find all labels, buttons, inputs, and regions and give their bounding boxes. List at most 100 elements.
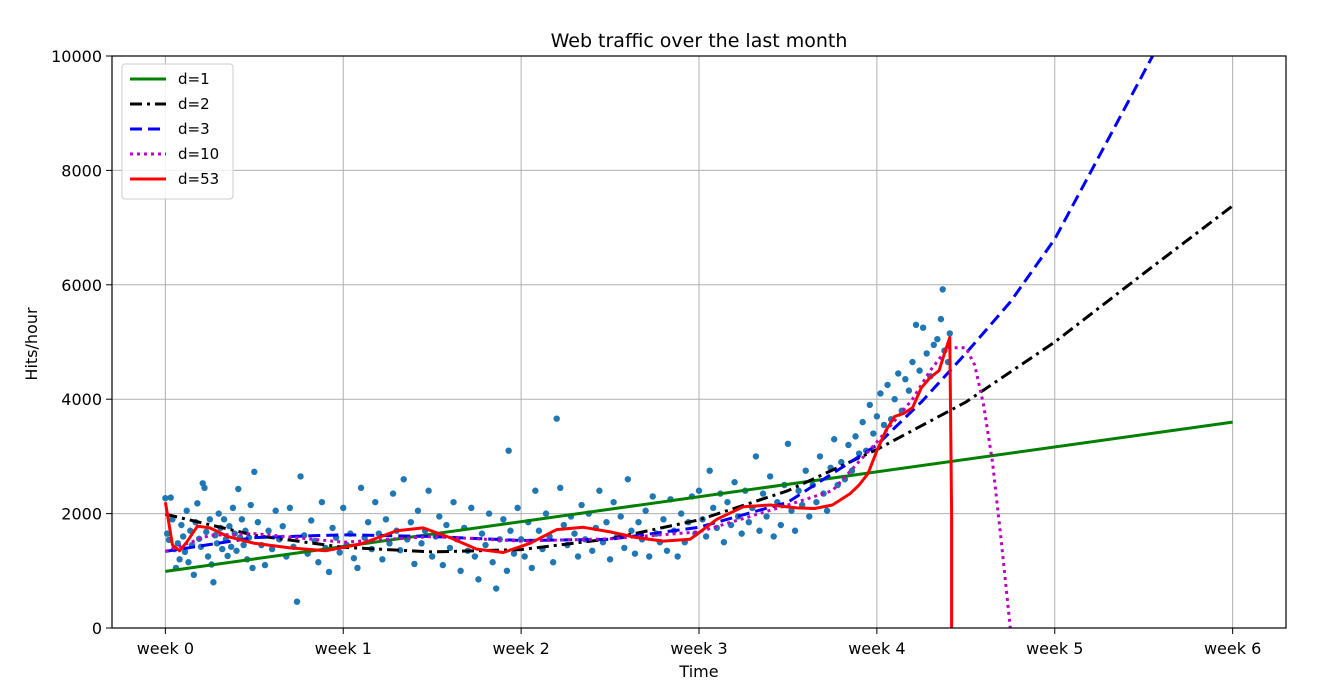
- x-axis: week 0 week 1 week 2 week 3 week 4 week 5 week…: [137, 628, 1261, 658]
- scatter-points: [162, 286, 954, 605]
- data-point: [542, 510, 550, 517]
- data-point: [407, 518, 415, 526]
- grid: [112, 55, 1286, 629]
- data-point: [724, 498, 731, 506]
- data-point: [318, 498, 326, 506]
- data-point: [521, 553, 528, 560]
- data-point: [788, 507, 795, 514]
- data-point: [471, 553, 479, 560]
- x-tick-label: week 2: [492, 639, 549, 658]
- data-point: [482, 541, 489, 549]
- data-point: [845, 441, 852, 449]
- x-tick-label: week 0: [137, 639, 194, 658]
- data-point: [254, 518, 262, 526]
- data-point: [176, 556, 183, 563]
- data-point: [308, 517, 315, 524]
- data-point: [203, 528, 210, 536]
- data-point: [852, 433, 859, 440]
- data-point: [475, 576, 482, 583]
- data-point: [297, 473, 304, 480]
- data-point: [695, 487, 703, 494]
- data-point: [884, 381, 891, 389]
- data-point: [340, 504, 347, 512]
- data-point: [738, 530, 745, 537]
- data-point: [589, 547, 596, 554]
- data-point: [206, 516, 214, 523]
- data-point: [247, 501, 254, 509]
- data-point: [702, 533, 710, 540]
- data-point: [450, 498, 457, 506]
- legend: d=1 d=2 d=3 d=10 d=53: [121, 63, 234, 200]
- data-point: [912, 321, 920, 329]
- data-point: [830, 436, 838, 443]
- data-point: [553, 415, 560, 422]
- data-point: [233, 547, 240, 554]
- data-point: [446, 544, 454, 552]
- y-tick-label: 6000: [61, 276, 102, 295]
- data-point: [227, 543, 235, 550]
- data-point: [224, 552, 231, 560]
- data-point: [905, 387, 913, 394]
- series-line-d=10: [164, 346, 1012, 628]
- data-point: [436, 513, 443, 520]
- data-point: [916, 367, 923, 374]
- data-point: [354, 564, 361, 572]
- data-point: [194, 500, 201, 507]
- data-point: [784, 440, 792, 448]
- data-point: [389, 490, 397, 497]
- data-point: [919, 324, 927, 331]
- data-point: [621, 544, 628, 552]
- data-point: [578, 501, 585, 509]
- data-point: [286, 504, 294, 512]
- y-axis: 0 2000 4000 6000 8000 10000: [51, 47, 112, 638]
- data-point: [813, 498, 820, 506]
- data-point: [560, 521, 568, 529]
- data-point: [201, 484, 208, 492]
- data-point: [235, 485, 242, 493]
- data-point: [181, 548, 189, 556]
- data-point: [806, 513, 813, 520]
- legend-label: d=2: [178, 95, 210, 113]
- data-point: [617, 513, 624, 520]
- data-point: [909, 358, 916, 366]
- data-point: [229, 504, 237, 512]
- data-point: [535, 527, 543, 534]
- data-point: [325, 568, 333, 576]
- data-point: [493, 585, 500, 592]
- data-point: [510, 550, 518, 557]
- data-point: [457, 567, 464, 574]
- y-tick-label: 2000: [61, 505, 102, 524]
- data-point: [624, 476, 632, 483]
- data-point: [745, 518, 753, 526]
- data-point: [891, 396, 898, 403]
- data-point: [645, 553, 653, 560]
- x-tick-label: week 6: [1204, 639, 1261, 658]
- data-point: [507, 527, 514, 534]
- data-point: [606, 556, 614, 563]
- data-point: [439, 561, 447, 569]
- data-point: [791, 527, 799, 534]
- data-point: [877, 390, 884, 397]
- data-point: [574, 553, 582, 560]
- data-point: [268, 545, 276, 553]
- data-point: [710, 504, 717, 512]
- data-point: [183, 507, 190, 514]
- data-point: [610, 498, 617, 506]
- chart-title: Web traffic over the last month: [551, 30, 848, 52]
- data-point: [571, 530, 578, 537]
- data-point: [468, 504, 475, 512]
- data-point: [596, 487, 603, 494]
- data-point: [895, 370, 902, 377]
- data-point: [866, 401, 873, 409]
- x-tick-label: week 5: [1026, 639, 1083, 658]
- data-point: [557, 484, 564, 492]
- data-point: [763, 513, 770, 520]
- data-point: [425, 487, 432, 494]
- data-point: [603, 518, 610, 526]
- data-point: [816, 453, 824, 460]
- data-point: [261, 561, 269, 569]
- data-point: [635, 518, 642, 526]
- data-point: [315, 559, 322, 566]
- legend-box: [121, 63, 234, 200]
